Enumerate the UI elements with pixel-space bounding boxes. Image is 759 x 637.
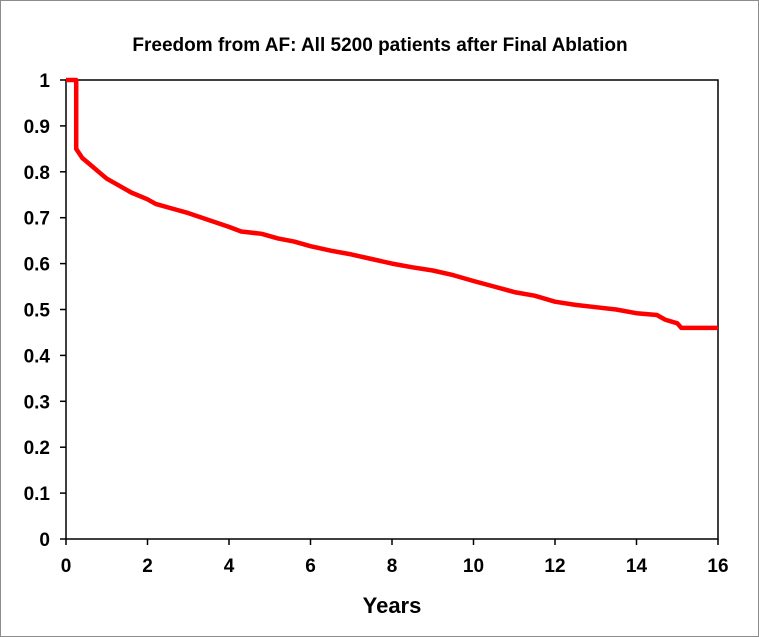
x-tick-label: 0 [61, 556, 72, 577]
x-axis: 0 2 4 6 8 10 12 14 16 [61, 539, 729, 577]
x-tick-label: 10 [463, 556, 484, 577]
y-tick-label: 0.4 [24, 346, 51, 367]
y-tick-label: 0.3 [24, 392, 50, 413]
y-tick-label: 0.6 [24, 255, 50, 276]
x-tick-label: 16 [707, 556, 728, 577]
x-tick-label: 2 [142, 556, 153, 577]
y-tick-label: 0.9 [24, 117, 50, 138]
y-tick-label: 0.7 [24, 209, 50, 230]
x-tick-label: 8 [387, 556, 398, 577]
series-line [66, 77, 718, 331]
x-tick-label: 12 [544, 556, 565, 577]
x-tick-label: 14 [626, 556, 648, 577]
y-tick-label: 0 [39, 530, 50, 551]
y-tick-label: 1 [39, 71, 50, 92]
y-tick-label: 0.2 [24, 438, 50, 459]
x-tick-label: 6 [305, 556, 316, 577]
y-tick-label: 0.8 [24, 163, 50, 184]
x-tick-label: 4 [224, 556, 235, 577]
y-tick-label: 0.1 [24, 484, 51, 505]
y-tick-label: 0.5 [24, 301, 51, 322]
chart-title: Freedom from AF: All 5200 patients after… [132, 35, 627, 56]
y-axis: 0 0.1 0.2 0.3 0.4 0.5 0.6 0.7 0.8 0.9 1 [24, 71, 66, 551]
x-axis-title: Years [363, 593, 422, 618]
series-layer [66, 77, 718, 331]
